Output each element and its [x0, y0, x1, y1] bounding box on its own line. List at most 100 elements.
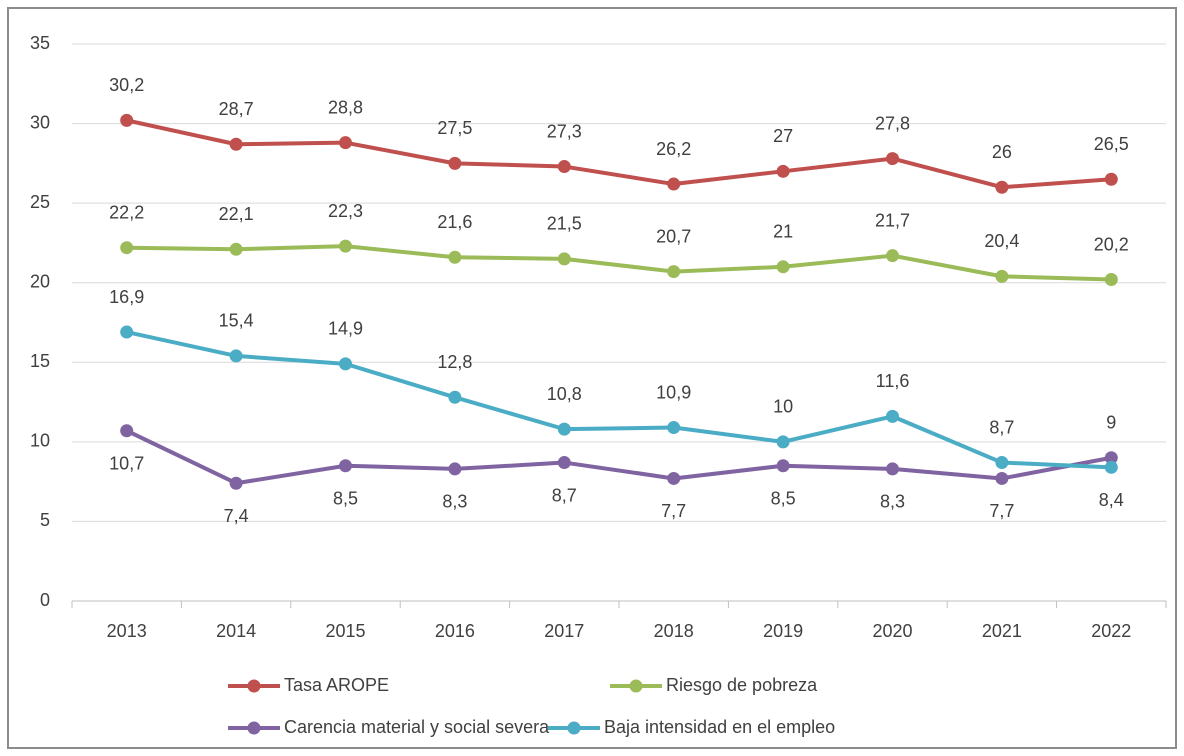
y-tick-label: 35 — [30, 33, 50, 53]
point — [339, 357, 352, 371]
y-tick-label: 15 — [30, 351, 50, 371]
data-label: 10 — [773, 397, 793, 417]
data-label: 8,4 — [1099, 490, 1124, 510]
data-label: 8,3 — [442, 492, 467, 512]
point — [229, 137, 243, 151]
chart-border — [7, 7, 1177, 749]
point — [1104, 460, 1118, 474]
data-label: 21,6 — [437, 212, 472, 232]
data-label: 27,3 — [547, 121, 582, 141]
data-label: 14,9 — [328, 319, 363, 339]
data-label: 8,7 — [989, 417, 1014, 437]
point — [776, 459, 790, 473]
x-tick-label: 2016 — [435, 621, 475, 641]
point — [995, 180, 1009, 194]
data-label: 22,2 — [109, 202, 144, 222]
point — [1104, 273, 1118, 287]
data-label: 28,8 — [328, 97, 363, 117]
data-label: 16,9 — [109, 287, 144, 307]
point — [557, 456, 571, 470]
point — [229, 476, 243, 490]
data-label: 8,5 — [771, 488, 796, 508]
point — [667, 265, 681, 279]
series-line — [125, 428, 1112, 486]
x-tick-label: 2020 — [872, 621, 912, 641]
y-tick-label: 10 — [30, 431, 50, 451]
point — [557, 160, 571, 174]
data-label: 30,2 — [109, 75, 144, 95]
data-label: 8,7 — [552, 485, 577, 505]
data-label: 10,9 — [656, 382, 691, 402]
y-tick-label: 5 — [40, 510, 50, 530]
series-line — [126, 244, 1112, 282]
point — [995, 471, 1009, 485]
data-label: 28,7 — [219, 99, 254, 119]
data-label: 7,7 — [661, 501, 686, 521]
point — [776, 260, 790, 274]
y-tick-label: 20 — [30, 271, 50, 291]
x-tick-label: 2017 — [544, 621, 584, 641]
point — [448, 156, 462, 170]
x-tick-label: 2014 — [216, 621, 256, 641]
point — [448, 250, 462, 264]
data-label: 26,2 — [656, 139, 691, 159]
point — [557, 252, 571, 266]
point — [776, 164, 790, 178]
y-tick-label: 0 — [40, 590, 50, 610]
point — [667, 471, 681, 485]
point — [229, 242, 243, 256]
point — [120, 325, 134, 339]
data-label: 12,8 — [437, 352, 472, 372]
point — [886, 152, 899, 166]
point — [995, 269, 1009, 283]
point — [667, 421, 681, 435]
point — [120, 424, 134, 438]
x-tick-label: 2015 — [325, 621, 365, 641]
data-label: 20,7 — [656, 226, 691, 246]
data-label: 7,4 — [224, 506, 249, 526]
x-tick-label: 2013 — [107, 621, 147, 641]
data-label: 26 — [992, 142, 1012, 162]
data-label: 10,7 — [109, 453, 144, 473]
data-label: 10,8 — [547, 384, 582, 404]
point — [1104, 451, 1118, 465]
point — [886, 409, 899, 423]
point — [448, 390, 462, 404]
point — [995, 456, 1009, 470]
data-label: 11,6 — [876, 371, 910, 391]
data-label: 8,3 — [880, 492, 905, 512]
point — [120, 241, 134, 255]
data-label: 9 — [1106, 413, 1116, 433]
y-tick-label: 25 — [30, 192, 50, 212]
point — [667, 177, 681, 191]
legend-marker — [567, 721, 581, 735]
x-tick-label: 2018 — [654, 621, 694, 641]
x-tick-label: 2022 — [1091, 621, 1131, 641]
point — [886, 249, 899, 263]
point — [557, 422, 571, 436]
point — [339, 136, 352, 150]
point — [120, 113, 134, 127]
data-label: 27,5 — [437, 118, 472, 138]
data-label: 27 — [773, 126, 793, 146]
data-label: 22,1 — [219, 204, 254, 224]
point — [229, 349, 243, 363]
point — [339, 459, 352, 473]
point — [1104, 172, 1118, 186]
data-label: 26,5 — [1094, 134, 1129, 154]
point — [886, 462, 899, 476]
legend-marker — [629, 679, 643, 693]
data-label: 27,8 — [875, 113, 910, 133]
data-label: 21 — [773, 222, 793, 242]
data-label: 21,5 — [547, 214, 582, 234]
point — [448, 462, 462, 476]
data-label: 22,3 — [328, 201, 363, 221]
legend-label: Baja intensidad en el empleo — [604, 717, 835, 737]
x-tick-label: 2019 — [763, 621, 803, 641]
data-label: 20,4 — [984, 231, 1019, 251]
data-label: 15,4 — [219, 311, 254, 331]
legend-marker — [247, 679, 261, 693]
data-label: 21,7 — [875, 210, 910, 230]
